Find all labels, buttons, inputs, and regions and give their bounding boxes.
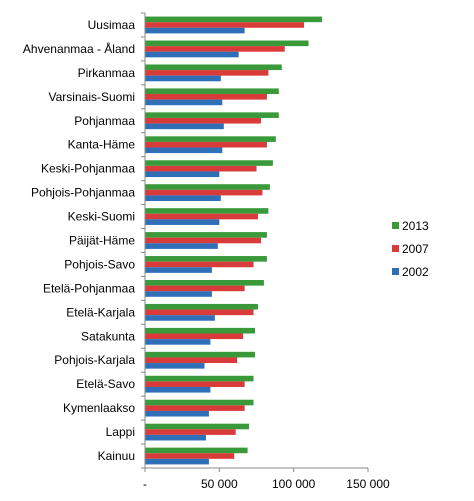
category-label: Pohjois-Savo (64, 257, 135, 271)
bar-2002-14 (145, 339, 211, 345)
category-label: Lappi (106, 425, 135, 439)
bar-2013-13 (145, 303, 258, 310)
category-label: Etelä-Savo (76, 377, 135, 391)
bar-2013-3 (145, 64, 282, 71)
bar-2002-5 (145, 123, 224, 130)
x-tick-label: 150 000 (346, 477, 390, 491)
bar-2013-9 (145, 208, 269, 214)
bar-2007-12 (145, 285, 245, 292)
bar-2013-4 (145, 88, 279, 95)
bar-2002-10 (145, 243, 218, 249)
legend-label-2007: 2007 (402, 242, 429, 256)
bar-2002-12 (145, 291, 212, 297)
bar-2013-17 (145, 399, 254, 406)
category-label: Uusimaa (88, 18, 136, 32)
category-label: Keski-Pohjanmaa (41, 162, 135, 176)
category-label: Satakunta (81, 329, 135, 343)
bar-2013-19 (145, 447, 248, 454)
bar-2013-1 (145, 16, 322, 23)
bar-2002-1 (145, 27, 245, 34)
bar-2002-11 (145, 267, 212, 273)
bar-2013-7 (145, 160, 273, 166)
bar-2002-8 (145, 195, 221, 202)
bar-2007-17 (145, 405, 245, 411)
bar-2013-5 (145, 112, 279, 118)
bar-2013-14 (145, 327, 256, 334)
bar-2013-10 (145, 232, 267, 238)
bar-2002-17 (145, 410, 209, 417)
category-label: Kanta-Häme (68, 138, 136, 152)
bar-2013-15 (145, 351, 256, 358)
category-label: Kainuu (98, 449, 135, 463)
bar-2002-18 (145, 434, 206, 441)
bar-2007-9 (145, 213, 258, 220)
bar-2013-2 (145, 40, 309, 47)
x-tick-label: - (143, 477, 147, 491)
category-label: Päijät-Häme (69, 234, 135, 248)
category-label: Pirkanmaa (78, 66, 136, 80)
bar-2007-2 (145, 46, 285, 52)
bar-2007-11 (145, 261, 254, 268)
bar-2007-6 (145, 141, 267, 148)
category-label: Etelä-Karjala (66, 305, 135, 319)
bar-2013-8 (145, 184, 270, 190)
category-label: Etelä-Pohjanmaa (43, 281, 135, 295)
bar-2002-7 (145, 171, 220, 178)
bar-2002-13 (145, 315, 215, 321)
bar-2002-3 (145, 75, 221, 82)
legend-label-2002: 2002 (402, 265, 429, 279)
bar-2007-15 (145, 357, 238, 364)
bar-2007-4 (145, 94, 267, 100)
bar-2007-18 (145, 429, 236, 435)
category-label: Kymenlaakso (63, 401, 135, 415)
bar-2007-13 (145, 309, 254, 316)
bar-2002-4 (145, 99, 223, 106)
bar-2013-16 (145, 375, 254, 382)
legend-swatch-2007 (392, 245, 399, 252)
bar-2002-19 (145, 458, 209, 465)
bar-2007-7 (145, 165, 257, 172)
bar-2007-1 (145, 22, 305, 28)
category-label: Pohjois-Pohjanmaa (31, 186, 135, 200)
bar-2013-6 (145, 136, 276, 142)
category-label: Keski-Suomi (68, 210, 135, 224)
category-label: Varsinais-Suomi (49, 90, 135, 104)
legend-swatch-2002 (392, 268, 399, 275)
legend-swatch-2013 (392, 222, 399, 229)
bar-2013-18 (145, 423, 250, 430)
bar-2013-11 (145, 256, 267, 262)
category-label: Pohjanmaa (74, 114, 135, 128)
bar-2007-14 (145, 333, 244, 340)
bar-2007-16 (145, 381, 245, 387)
bar-2007-10 (145, 237, 261, 244)
bar-2007-5 (145, 117, 261, 124)
x-tick-label: 100 000 (272, 477, 316, 491)
bar-2007-19 (145, 453, 235, 459)
bar-2002-9 (145, 219, 220, 225)
bar-2002-15 (145, 363, 205, 369)
x-tick-label: 50 000 (201, 477, 238, 491)
bar-2007-3 (145, 70, 269, 76)
bar-2007-8 (145, 189, 263, 196)
bar-2002-16 (145, 386, 211, 393)
bar-2013-12 (145, 279, 264, 286)
bar-2002-6 (145, 147, 223, 154)
bar-2002-2 (145, 51, 239, 58)
category-label: Ahvenanmaa - Åland (23, 41, 135, 56)
legend-label-2013: 2013 (402, 219, 429, 233)
category-label: Pohjois-Karjala (54, 353, 135, 367)
